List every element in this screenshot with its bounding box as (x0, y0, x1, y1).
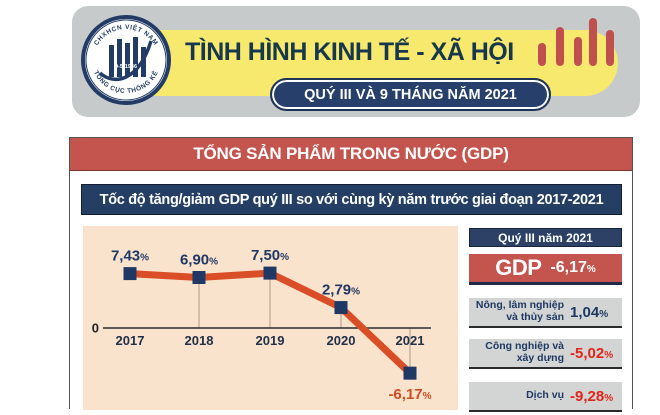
logo-swoosh (98, 40, 153, 82)
chart-value-label: 7,50% (251, 247, 289, 264)
chart-year-label: 2018 (185, 333, 214, 348)
header-banner: CHXHCN VIỆT NAM TỔNG CỤC THỐNG KÊ 9-5-19… (72, 6, 640, 117)
logo-center-text: 9-5-1946 (115, 64, 137, 70)
chart-zero-label: 0 (92, 321, 99, 336)
chart-value-label: -6,17% (388, 386, 431, 403)
gdp-line-chart: 0 7,43% 6,90% 7,50% 2,79% -6,17% 2017 2018 2019 2… (83, 226, 458, 410)
chart-marker (192, 270, 206, 284)
sector-label: Dịch vụ (526, 389, 564, 402)
gdp-section: TỔNG SẢN PHẨM TRONG NƯỚC (GDP) Tốc độ tă… (69, 137, 633, 412)
chart-marker (263, 266, 277, 280)
panel-header: Quý III năm 2021 (469, 228, 622, 247)
sector-row: Nông, lâm nghiệp và thủy sản 1,04% (469, 298, 622, 328)
chart-title-banner: Tốc độ tăng/giảm GDP quý III so với cùng… (81, 184, 622, 215)
sector-row: Dịch vụ -9,28% (469, 382, 622, 412)
chart-year-label: 2020 (327, 333, 356, 348)
chart-value-label: 2,79% (322, 282, 360, 299)
gso-logo: CHXHCN VIỆT NAM TỔNG CỤC THỐNG KÊ 9-5-19… (80, 14, 172, 106)
sector-row: Công nghiệp và xây dựng -5,02% (469, 339, 622, 369)
chart-value-label: 6,90% (180, 251, 218, 268)
chart-value-label: 7,43% (111, 248, 149, 265)
gdp-line-chart-svg: 0 7,43% 6,90% 7,50% 2,79% -6,17% 2017 2018 2019 2… (92, 247, 432, 403)
gso-logo-emblem: CHXHCN VIỆT NAM TỔNG CỤC THỐNG KÊ 9-5-19… (81, 15, 171, 105)
chart-marker (334, 301, 348, 315)
sector-label: Nông, lâm nghiệp và thủy sản (475, 299, 564, 323)
chart-marker (403, 366, 417, 380)
page-title: TÌNH HÌNH KINH TẾ - XÃ HỘI (185, 38, 514, 66)
quarter-summary-panel: Quý III năm 2021 GDP -6,17% Nông, lâm ng… (469, 228, 622, 412)
gdp-label: GDP (495, 255, 542, 280)
sector-label: Công nghiệp và xây dựng (485, 340, 564, 364)
chart-year-label: 2017 (116, 333, 145, 348)
sector-value: -5,02% (570, 344, 614, 362)
gdp-value: -6,17% (550, 259, 596, 276)
period-badge: QUÝ III VÀ 9 THÁNG NĂM 2021 (270, 78, 551, 111)
section-title-banner: TỔNG SẢN PHẨM TRONG NƯỚC (GDP) (70, 138, 632, 171)
chart-year-label: 2021 (396, 333, 425, 348)
gdp-highlight-box: GDP -6,17% (469, 254, 622, 285)
chart-year-label: 2019 (256, 333, 285, 348)
sector-value: -9,28% (570, 387, 614, 405)
sector-value: 1,04% (570, 303, 609, 321)
chart-marker (123, 267, 137, 281)
